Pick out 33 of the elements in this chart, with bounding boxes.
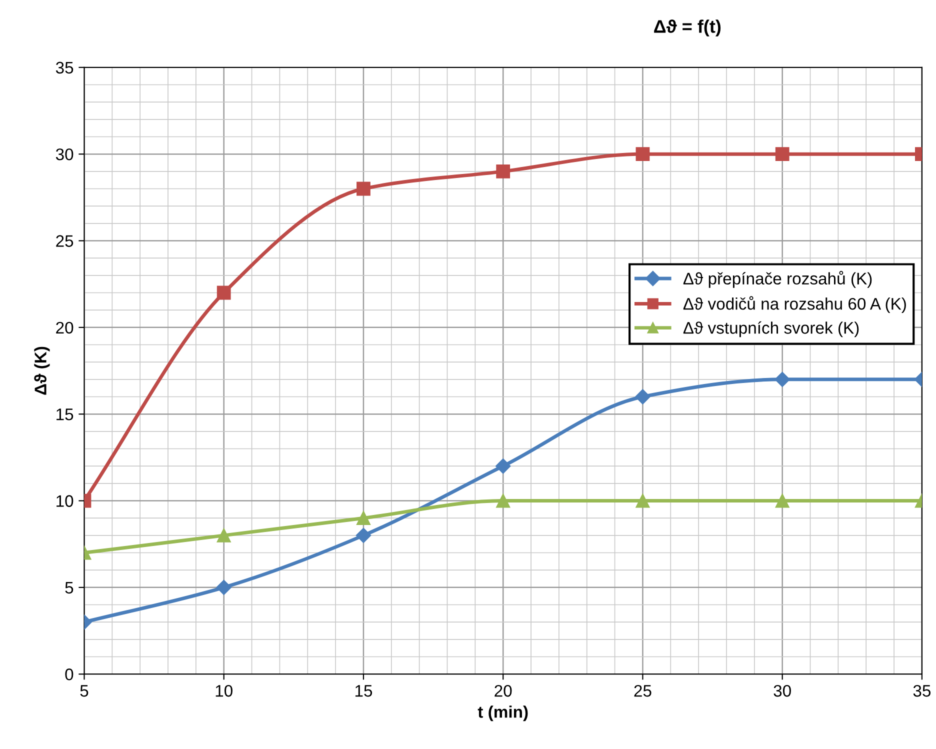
y-tick-label: 0 bbox=[65, 668, 74, 680]
y-tick-label: 10 bbox=[56, 495, 74, 507]
x-tick-label: 25 bbox=[634, 684, 652, 697]
x-tick-label: 20 bbox=[494, 684, 512, 697]
point bbox=[356, 511, 370, 526]
chart-title: Δϑ = f(t) bbox=[654, 20, 721, 36]
point bbox=[356, 528, 372, 543]
point bbox=[774, 372, 790, 387]
x-tick-label: 5 bbox=[80, 685, 88, 697]
y-tick-label: 30 bbox=[56, 148, 74, 160]
x-tick-label: 30 bbox=[774, 684, 791, 697]
legend-label: Δϑ přepínače rozsahů (K) bbox=[683, 270, 872, 288]
point bbox=[775, 494, 790, 508]
legend-label: Δϑ vodičů na rozsahu 60 A (K) bbox=[683, 296, 906, 314]
y-tick-label: 35 bbox=[56, 62, 74, 74]
x-tick-label: 10 bbox=[216, 684, 232, 697]
point bbox=[356, 182, 370, 196]
x-tick-label: 15 bbox=[355, 685, 372, 697]
y-tick-label: 15 bbox=[56, 408, 74, 420]
point bbox=[496, 494, 510, 508]
y-tick-label: 25 bbox=[56, 235, 74, 247]
point bbox=[635, 389, 650, 404]
x-tick-label: 35 bbox=[913, 684, 931, 697]
y-tick-label: 20 bbox=[56, 322, 74, 334]
y-tick-label: 5 bbox=[65, 582, 74, 594]
x-axis-title: t (min) bbox=[478, 706, 528, 722]
point bbox=[496, 458, 511, 474]
legend-label: Δϑ vstupních svorek (K) bbox=[683, 321, 859, 338]
point bbox=[636, 147, 650, 162]
point bbox=[496, 164, 510, 178]
point bbox=[636, 494, 650, 508]
point bbox=[775, 147, 790, 162]
y-axis-title: Δϑ (K) bbox=[34, 346, 50, 395]
